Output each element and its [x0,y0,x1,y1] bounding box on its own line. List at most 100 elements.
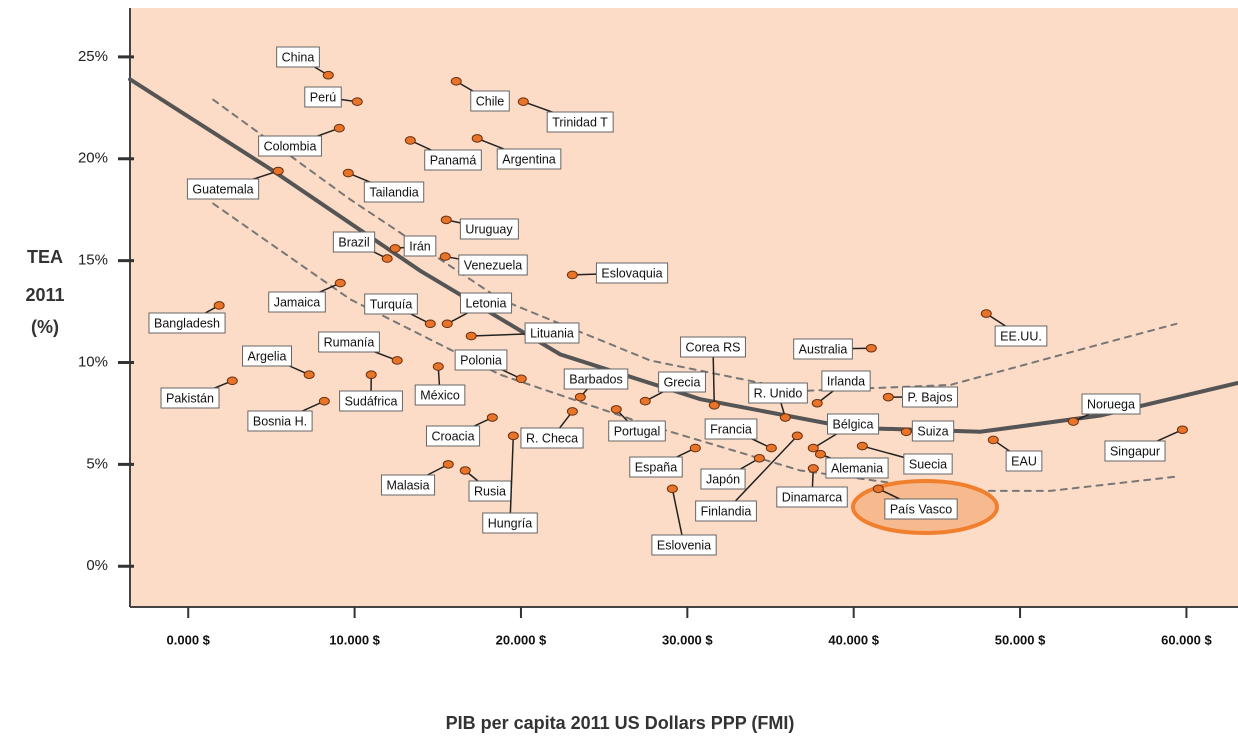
point [471,134,483,143]
leader-line [725,435,798,512]
label-box [403,235,437,257]
point-label: Croacia [431,429,474,443]
point [459,466,471,475]
point-label: Bangladesh [154,316,220,330]
label-box [258,135,322,157]
point-label: Perú [310,90,336,104]
point [791,431,803,441]
point [517,97,529,107]
point-label: Bélgica [833,417,874,431]
point-label: Grecia [664,375,701,389]
point [666,484,678,494]
point-label: Uruguay [465,222,513,236]
label-box [994,325,1048,347]
x-axis-title: PIB per capita 2011 US Dollars PPP (FMI) [446,713,795,733]
point [272,166,284,176]
label-box [458,254,528,276]
label-box [629,456,683,478]
point-label: Jamaica [274,295,321,309]
label-box [454,349,508,371]
point [807,443,819,453]
point [566,270,578,280]
point-label: Corea RS [686,340,741,354]
x-tick-label: 60.000 $ [1161,632,1212,647]
point [865,343,877,353]
label-box [700,468,746,490]
point-label: Trinidad T [552,115,608,129]
label-box [276,46,320,68]
point-label: Barbados [569,372,623,386]
label-box [748,382,808,404]
label-box [268,291,326,313]
point [439,252,451,261]
point [322,70,334,80]
label-box [363,181,425,203]
label-box [911,420,955,442]
y-tick-label: 0% [86,557,108,574]
point-label: Francia [710,422,752,436]
label-box [825,457,889,479]
label-box [186,178,260,200]
label-box [902,386,958,408]
point-label: EE.UU. [1000,329,1042,343]
label-box [459,292,513,314]
x-tick-label: 50.000 $ [995,632,1046,647]
point-label: EAU [1011,454,1037,468]
point-label: Dinamarca [782,490,842,504]
point-label: Argelia [248,349,287,363]
x-tick-label: 10.000 $ [329,632,380,647]
label-box [304,86,342,108]
label-box [459,218,519,240]
point-label: Bosnia H. [253,414,307,428]
point-label: Irlanda [827,374,865,388]
point [389,244,401,253]
point-label: Lituania [530,326,574,340]
label-box [364,293,418,315]
point [811,398,823,408]
label-box [332,231,376,253]
point-label: Portugal [614,424,661,438]
label-box [884,498,958,520]
point-label: Argentina [502,152,556,166]
label-box [680,336,746,358]
point-label: P. Bajos [908,390,953,404]
label-box [608,420,666,442]
point-label: Hungría [488,516,533,530]
point-label: R. Checa [526,431,578,445]
point [450,77,462,86]
point [872,484,884,494]
point [900,427,912,437]
point-label: Chile [476,94,505,108]
point [814,449,826,459]
point [213,301,225,310]
label-box [1104,440,1166,462]
point [334,278,346,288]
y-tick-label: 10% [78,353,108,370]
point-label: Irán [409,239,431,253]
point [442,460,454,469]
point-label: Rumanía [324,335,375,349]
point [391,356,403,365]
point [351,97,363,107]
point-label: Polonia [460,353,502,367]
y-tick-label: 15% [78,252,108,269]
label-box [903,453,953,475]
label-box [524,322,580,344]
point-label: Rusia [474,484,506,498]
point [441,319,453,329]
point [882,392,894,402]
trend-curve [212,98,1178,393]
point [507,431,519,441]
label-box [470,90,510,112]
label-box [1081,393,1141,415]
point [318,396,330,406]
label-box [793,338,853,360]
point [779,413,791,422]
point-label: Brazil [338,235,369,249]
point [807,464,819,473]
label-box [695,500,757,522]
point-label: Australia [799,342,848,356]
point-label: Turquía [370,297,413,311]
leader-line [509,435,515,524]
point-label: Sudáfrica [345,394,398,408]
